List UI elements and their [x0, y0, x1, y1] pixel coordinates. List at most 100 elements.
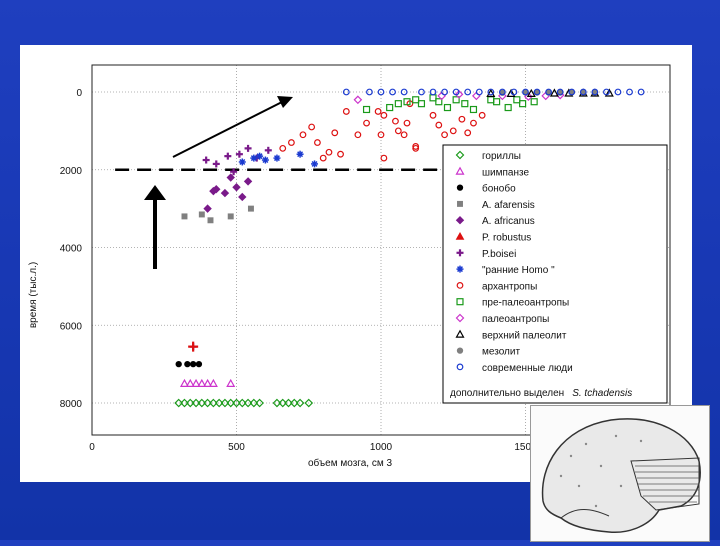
skull-drawing [541, 418, 701, 533]
data-point [443, 103, 452, 112]
legend-entry: бонобо [482, 183, 516, 195]
data-point [181, 213, 188, 220]
data-point [226, 398, 236, 408]
data-point [224, 152, 232, 160]
data-point [486, 88, 496, 97]
diagonal-arrow-head [277, 96, 293, 108]
data-point [190, 360, 197, 368]
data-point [603, 88, 610, 96]
legend-entry: верхний палеолит [482, 330, 567, 341]
data-point [435, 98, 443, 106]
data-point [209, 186, 218, 196]
legend-entry: современные люди [482, 363, 573, 374]
data-point [530, 98, 538, 106]
data-point [272, 398, 282, 408]
data-point [261, 156, 269, 164]
data-point [289, 398, 299, 408]
data-point [209, 398, 218, 408]
x-tick-label: 1500 [514, 442, 537, 453]
data-point [247, 205, 254, 212]
legend-marker [456, 363, 464, 371]
data-point [626, 88, 633, 96]
data-points [174, 88, 645, 408]
legend-entry: пре-палеоантропы [482, 298, 569, 309]
data-point [604, 88, 614, 97]
data-point [461, 100, 469, 108]
data-point [325, 148, 333, 156]
diagonal-arrow-shaft [172, 101, 283, 158]
data-point [366, 88, 373, 96]
legend-marker [455, 231, 465, 240]
data-point [191, 378, 201, 387]
y-tick-label: 4000 [60, 244, 83, 255]
data-point [412, 96, 420, 104]
legend-marker [455, 313, 465, 323]
y-tick-label: 0 [76, 88, 82, 99]
data-point [510, 88, 518, 96]
x-tick-label: 500 [228, 442, 245, 453]
legend-entry: палеоантропы [482, 314, 549, 325]
data-point [441, 88, 448, 96]
data-point [579, 88, 587, 96]
legend-marker [456, 184, 464, 191]
data-point [195, 360, 203, 368]
data-point [244, 144, 252, 152]
data-point [198, 211, 205, 218]
legend-box [442, 144, 668, 404]
data-point [418, 88, 425, 96]
data-point [299, 131, 307, 139]
data-point [470, 119, 477, 127]
data-point [273, 154, 281, 162]
data-point [230, 168, 238, 176]
data-point [458, 115, 466, 123]
data-point [386, 103, 394, 112]
data-point [403, 98, 411, 106]
scatter-chart: 0 500 1000 1500 0 2000 4000 6000 8000 объем мозг… [28, 64, 671, 469]
legend-entry: P.boisei [482, 249, 516, 260]
data-point [238, 192, 247, 202]
legend-entry: A. africanus [482, 216, 535, 227]
data-point [284, 398, 293, 408]
legend-marker [455, 215, 465, 225]
trend-arrows [144, 96, 293, 269]
data-point [452, 96, 460, 104]
legend-footer: дополнительно выделен S. tchadensis [450, 388, 632, 399]
data-point [519, 100, 527, 108]
data-point [363, 119, 370, 127]
data-point [238, 158, 246, 166]
legend-footer-text: дополнительно выделен [450, 388, 564, 399]
data-point [208, 378, 218, 387]
data-point [288, 139, 295, 146]
data-point [353, 95, 363, 105]
data-point [568, 88, 576, 96]
skull-texture [559, 434, 643, 508]
data-point [549, 88, 559, 97]
data-point [342, 88, 350, 96]
data-point [278, 398, 288, 408]
data-point [435, 121, 443, 129]
data-point [545, 88, 553, 96]
data-point [556, 88, 564, 96]
data-point [311, 160, 319, 168]
data-point [403, 119, 411, 127]
legend-marker [456, 265, 464, 273]
data-point [197, 378, 207, 387]
legend-entry: архантропы [482, 281, 537, 292]
data-point [429, 88, 437, 96]
data-point [429, 94, 437, 102]
plot-frame [91, 64, 671, 436]
legend-entry: шимпанзе [482, 167, 529, 178]
y-axis-title: время (тыс.л.) [28, 262, 39, 328]
data-point [250, 154, 258, 162]
data-point [487, 88, 495, 96]
legend-marker [455, 329, 465, 338]
data-point [591, 88, 599, 96]
legend-marker [456, 298, 464, 306]
y-tick-label: 2000 [60, 166, 83, 177]
data-point [220, 188, 230, 198]
skull-brow-line [560, 509, 610, 519]
legend-footer-species: S. tchadensis [572, 388, 632, 399]
data-point [295, 398, 305, 408]
data-point [374, 108, 382, 115]
data-point [337, 150, 344, 158]
